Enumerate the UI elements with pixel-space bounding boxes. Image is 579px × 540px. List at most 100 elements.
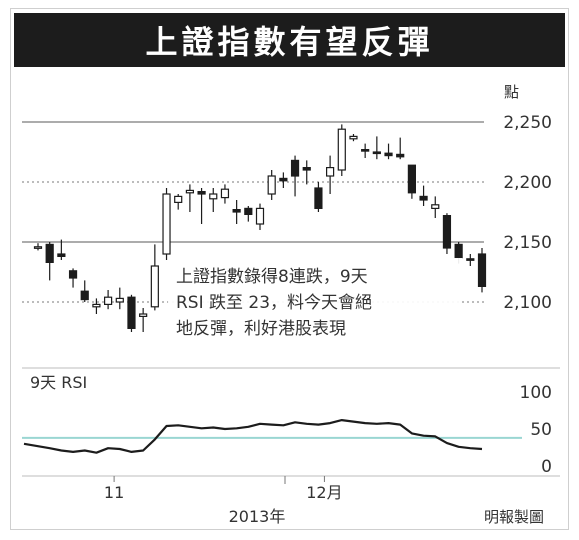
candle-body-down [197, 191, 206, 195]
candle [466, 254, 475, 266]
price-tick-label: 2,100 [503, 293, 552, 313]
annotation-line-1: 上證指數錄得8連跌，9天 [176, 267, 368, 287]
rsi-tick-label: 0 [541, 457, 552, 477]
candle [349, 134, 358, 142]
x-tick-label: 11 [104, 483, 124, 502]
candle-body-down [45, 243, 54, 263]
candle-body-up [431, 204, 440, 210]
source-credit: 明報製圖 [484, 508, 544, 526]
time-axis: 11 12月 [104, 476, 343, 502]
candle-body-up [185, 189, 194, 194]
price-tick-label: 2,200 [503, 173, 552, 193]
candle [396, 137, 405, 160]
year-label: 2013年 [229, 507, 286, 526]
candle-body-down [244, 207, 253, 215]
candle [209, 188, 218, 212]
candle [314, 182, 323, 212]
candle [384, 143, 393, 160]
candle [326, 155, 335, 194]
candle-body-down [454, 243, 463, 259]
candle-body-down [290, 159, 300, 177]
candle-body-down [477, 253, 487, 288]
candle-body-up [255, 207, 265, 225]
candle [372, 136, 381, 160]
rsi-line [23, 419, 483, 454]
candle-body-up [104, 296, 113, 306]
candle [139, 308, 148, 332]
price-tick-label: 2,250 [503, 113, 552, 133]
candle-body-down [466, 258, 475, 261]
candle [290, 155, 300, 197]
candle-body-down [68, 270, 78, 279]
candle [68, 268, 78, 288]
price-tick-label: 2,150 [503, 233, 552, 253]
candle-body-up [220, 188, 230, 199]
candle [232, 200, 241, 224]
candle [57, 239, 66, 260]
candle-body-down [384, 152, 393, 157]
candle-body-down [314, 187, 323, 209]
annotation-line-3: 地反彈，利好港股表現 [176, 319, 346, 339]
chart-annotation: 上證指數錄得8連跌，9天 RSI 跌至 23，料今天會絕 地反彈，利好港股表現 [168, 258, 462, 356]
candle-body-down [127, 296, 136, 330]
rsi-tick-label: 50 [530, 420, 552, 440]
x-tick-label: 12月 [306, 483, 342, 502]
candle [255, 203, 265, 230]
candle [419, 185, 428, 206]
candle-body-up [92, 303, 101, 308]
candle [442, 213, 452, 254]
chart-frame [10, 8, 569, 530]
price-axis-unit: 點 [504, 83, 519, 101]
candle [104, 290, 113, 310]
candle [267, 170, 276, 200]
candle-body-down [372, 151, 381, 155]
candle-body-up [267, 175, 276, 195]
candle-body-up [326, 167, 335, 177]
candle-body-up [139, 313, 148, 317]
candle [477, 248, 487, 293]
candle-body-up [349, 135, 358, 140]
rsi-label: 9天 RSI [30, 373, 87, 392]
candle-body-down [442, 215, 452, 249]
candle-body-down [302, 167, 311, 171]
candle [431, 196, 440, 218]
candle-body-down [232, 209, 241, 213]
candle [279, 172, 288, 188]
candle [220, 184, 230, 204]
candle [361, 143, 370, 158]
price-candles [33, 124, 487, 332]
candle [150, 244, 159, 311]
candle [302, 160, 311, 185]
candle [127, 294, 136, 332]
candle-body-up [150, 265, 159, 308]
rsi-panel: 0 50 100 [22, 383, 552, 477]
chart-title: 上證指數有望反彈 [14, 13, 565, 67]
candle-body-up [33, 246, 43, 249]
candle-body-down [80, 290, 89, 301]
candle-body-down [419, 195, 428, 201]
candle-body-down [279, 177, 288, 182]
candle-body-down [361, 149, 370, 152]
candle-body-down [57, 253, 66, 257]
candle [337, 124, 346, 176]
candle [115, 287, 124, 310]
candle-body-up [174, 195, 183, 203]
candle-body-up [162, 193, 171, 255]
candle [45, 242, 54, 281]
candle-body-down [407, 164, 416, 194]
candle-body-down [396, 153, 405, 158]
candle [80, 280, 89, 302]
candle [174, 194, 183, 210]
annotation-line-2: RSI 跌至 23，料今天會絕 [176, 293, 372, 313]
price-axis: 點 2,100 2,150 2,200 2,250 [503, 83, 552, 313]
candle [92, 298, 101, 314]
candle [244, 206, 253, 222]
rsi-tick-label: 100 [520, 383, 552, 403]
candle-body-up [337, 128, 346, 171]
candle [33, 243, 43, 251]
candle [185, 184, 194, 212]
candle-body-up [115, 297, 124, 303]
candle [407, 164, 416, 199]
candle [197, 188, 206, 224]
